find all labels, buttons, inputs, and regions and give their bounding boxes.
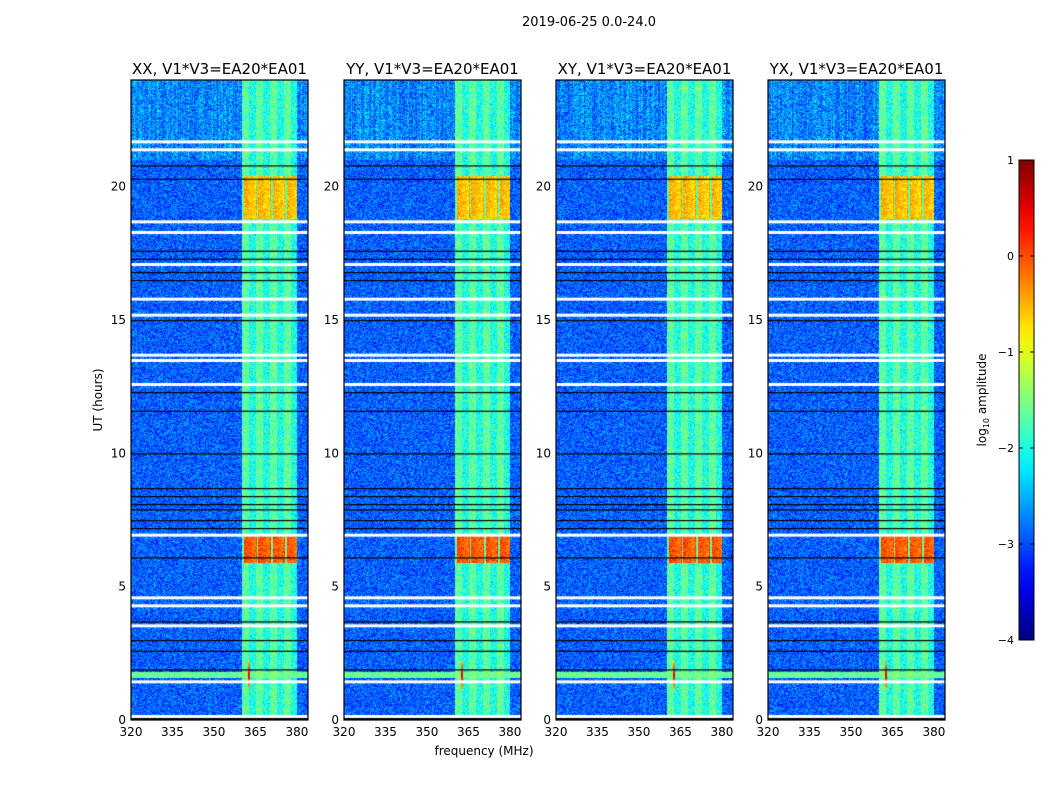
colorbar: 1 0 −1 −2 −3 −4 [998, 154, 1035, 647]
x-tick-label: 335 [161, 725, 184, 739]
y-tick-label: 10 [748, 446, 763, 460]
x-tick-label: 335 [798, 725, 821, 739]
colorbar-tick-label: −4 [998, 634, 1014, 647]
x-tick-label: 365 [881, 725, 904, 739]
panel-title: XY, V1*V3=EA20*EA01 [558, 60, 732, 78]
panel-title: XX, V1*V3=EA20*EA01 [132, 60, 307, 78]
x-tick-label: 380 [710, 725, 733, 739]
x-tick-label: 365 [244, 725, 267, 739]
heatmap-3 [768, 80, 945, 720]
y-tick-label: 20 [536, 180, 551, 194]
x-tick-label: 320 [120, 725, 143, 739]
heatmap-0 [131, 80, 308, 720]
x-tick-label: 380 [922, 725, 945, 739]
x-tick-label: 365 [669, 725, 692, 739]
x-axis-label: frequency (MHz) [434, 744, 533, 758]
y-tick-label: 0 [755, 713, 763, 727]
y-tick-label: 10 [536, 446, 551, 460]
colorbar-tick-label: 1 [1007, 154, 1014, 167]
y-tick-label: 20 [324, 180, 339, 194]
x-tick-label: 350 [628, 725, 651, 739]
x-tick-label: 320 [333, 725, 356, 739]
panel-0: XX, V1*V3=EA20*EA01 320 335 350 365 380 0 5 10 15… [111, 60, 309, 739]
panel-1: YY, V1*V3=EA20*EA01 320 335 350 365 380 0 5 10 15… [324, 60, 522, 739]
y-tick-label: 0 [543, 713, 551, 727]
heatmap-1 [344, 80, 521, 720]
y-axis-label: UT (hours) [91, 368, 105, 431]
x-tick-label: 350 [416, 725, 439, 739]
x-tick-label: 320 [545, 725, 568, 739]
y-tick-label: 15 [111, 313, 126, 327]
y-tick-label: 20 [111, 180, 126, 194]
colorbar-tick-label: 0 [1007, 250, 1014, 263]
colorbar-tick-label: −3 [998, 538, 1014, 551]
panel-title: YX, V1*V3=EA20*EA01 [769, 60, 944, 78]
x-tick-label: 380 [285, 725, 308, 739]
y-tick-label: 5 [118, 580, 126, 594]
y-tick-label: 5 [331, 580, 339, 594]
y-tick-label: 15 [324, 313, 339, 327]
y-tick-label: 10 [324, 446, 339, 460]
y-tick-label: 20 [748, 180, 763, 194]
y-tick-label: 15 [536, 313, 551, 327]
y-tick-label: 0 [331, 713, 339, 727]
x-tick-label: 335 [374, 725, 397, 739]
y-tick-label: 5 [755, 580, 763, 594]
panel-title: YY, V1*V3=EA20*EA01 [345, 60, 519, 78]
panel-2: XY, V1*V3=EA20*EA01 320 335 350 365 380 0 5 10 15… [536, 60, 734, 739]
colorbar-tick-label: −1 [998, 346, 1014, 359]
panel-3: YX, V1*V3=EA20*EA01 320 335 350 365 380 0 5 10 15… [748, 60, 946, 739]
heatmap-2 [556, 80, 733, 720]
y-tick-label: 0 [118, 713, 126, 727]
colorbar-tick-label: −2 [998, 442, 1014, 455]
x-tick-label: 350 [840, 725, 863, 739]
colorbar-gradient [1018, 159, 1035, 641]
x-tick-label: 350 [203, 725, 226, 739]
y-tick-label: 5 [543, 580, 551, 594]
x-tick-label: 335 [586, 725, 609, 739]
x-tick-label: 365 [457, 725, 480, 739]
x-tick-label: 320 [757, 725, 780, 739]
colorbar-label: log10 amplitude [975, 354, 991, 447]
figure-suptitle: 2019-06-25 0.0-24.0 [522, 15, 656, 30]
x-tick-label: 380 [498, 725, 521, 739]
y-tick-label: 10 [111, 446, 126, 460]
y-tick-label: 15 [748, 313, 763, 327]
